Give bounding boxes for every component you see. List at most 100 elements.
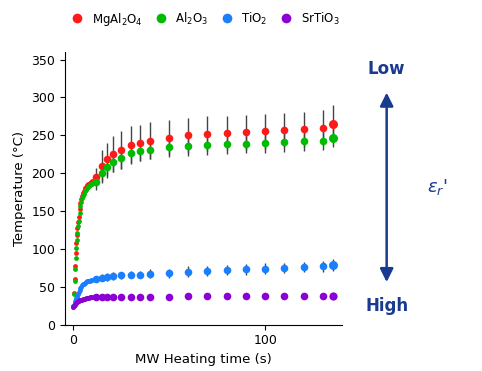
Point <box>76 210 83 216</box>
Point <box>80 190 87 196</box>
Point <box>86 295 94 301</box>
Point <box>71 302 79 308</box>
Text: Low: Low <box>368 60 405 78</box>
Point <box>79 297 86 303</box>
Point <box>72 295 80 301</box>
Point <box>84 279 92 285</box>
Point <box>329 293 336 299</box>
Point <box>77 200 84 206</box>
Point <box>80 282 87 288</box>
Legend: MgAl$_2$O$_4$, Al$_2$O$_3$, TiO$_2$, SrTiO$_3$: MgAl$_2$O$_4$, Al$_2$O$_3$, TiO$_2$, SrT… <box>61 6 344 32</box>
Point <box>88 295 96 301</box>
Point <box>76 207 83 213</box>
Point <box>73 299 80 305</box>
Point <box>73 293 80 299</box>
Point <box>75 218 82 224</box>
Text: $\boldsymbol{\varepsilon_r}$': $\boldsymbol{\varepsilon_r}$' <box>427 177 448 197</box>
Point <box>80 296 88 302</box>
Point <box>71 279 79 285</box>
Point <box>78 196 85 202</box>
Point <box>69 304 77 310</box>
Point <box>85 278 93 284</box>
Point <box>78 297 85 303</box>
Point <box>86 278 94 284</box>
Point <box>69 304 77 310</box>
Point <box>83 185 91 191</box>
Point <box>83 182 91 188</box>
Point <box>85 183 93 189</box>
Point <box>83 295 91 301</box>
Point <box>87 277 95 283</box>
Point <box>87 295 95 301</box>
Point <box>71 263 79 269</box>
Point <box>80 188 88 194</box>
Point <box>79 282 86 288</box>
Point <box>82 187 90 193</box>
Point <box>82 295 90 301</box>
Point <box>75 214 82 220</box>
Point <box>81 188 89 194</box>
Point <box>85 295 93 301</box>
Point <box>84 181 92 187</box>
Y-axis label: Temperature (°C): Temperature (°C) <box>13 131 26 246</box>
Point <box>72 300 80 306</box>
Point <box>70 291 78 297</box>
Point <box>72 245 80 251</box>
Point <box>70 290 78 296</box>
Point <box>80 193 87 199</box>
Point <box>87 179 95 185</box>
Point <box>72 255 80 261</box>
Point <box>82 184 90 190</box>
Point <box>74 290 82 296</box>
Point <box>79 193 86 199</box>
Point <box>74 298 82 304</box>
Point <box>87 181 95 187</box>
X-axis label: MW Heating time (s): MW Heating time (s) <box>135 353 272 366</box>
Point <box>84 295 92 301</box>
Point <box>81 296 89 302</box>
Point <box>81 280 89 286</box>
Point <box>76 298 83 303</box>
Point <box>71 300 79 306</box>
Point <box>86 180 94 186</box>
Text: High: High <box>365 297 408 315</box>
Point <box>74 292 81 298</box>
Point <box>83 279 91 285</box>
Point <box>78 284 85 290</box>
Point <box>84 184 92 190</box>
Point <box>74 299 81 305</box>
Point <box>69 303 77 309</box>
Point <box>71 298 79 304</box>
Point <box>72 250 80 256</box>
Point <box>73 237 80 243</box>
Point <box>74 219 82 225</box>
Point <box>75 298 82 304</box>
Point <box>71 266 79 272</box>
Point <box>72 301 80 306</box>
Point <box>82 279 90 285</box>
Point <box>70 302 78 308</box>
Point <box>80 296 87 302</box>
Point <box>78 199 85 205</box>
Point <box>77 298 84 303</box>
Point <box>77 203 84 209</box>
Point <box>74 226 81 232</box>
Point <box>69 303 77 309</box>
Point <box>75 289 82 295</box>
Point <box>86 182 94 188</box>
Point <box>80 191 88 197</box>
Point <box>88 178 96 184</box>
Point <box>71 301 79 307</box>
Point <box>70 303 78 309</box>
Point <box>79 195 86 201</box>
Point <box>88 277 96 283</box>
Point <box>73 232 80 238</box>
Point <box>80 281 88 287</box>
Point <box>74 223 82 229</box>
Point <box>81 185 89 191</box>
Point <box>72 297 80 303</box>
Point <box>74 230 81 236</box>
Point <box>85 181 93 187</box>
Point <box>71 276 79 282</box>
Point <box>72 240 80 246</box>
